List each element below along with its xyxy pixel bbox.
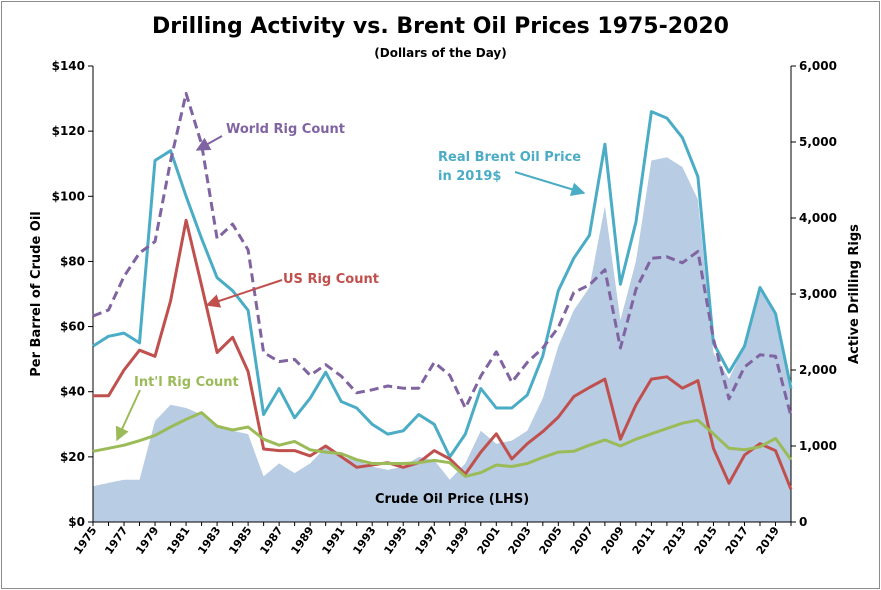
x-tick-label: 1981 bbox=[164, 524, 192, 557]
x-tick-label: 2001 bbox=[475, 524, 503, 557]
left-tick-label: $40 bbox=[60, 385, 85, 399]
x-tick-label: 1985 bbox=[226, 524, 254, 557]
annotation-real-brent-line1: Real Brent Oil Price bbox=[438, 150, 581, 165]
left-tick-label: $100 bbox=[52, 189, 85, 203]
annotation-arrow-world-rig-count bbox=[195, 135, 223, 151]
right-tick-label: 6,000 bbox=[799, 59, 837, 73]
annotation-intl-rig-count: Int'l Rig Count bbox=[134, 375, 239, 390]
series-area-crude-oil-price-lhs bbox=[93, 157, 791, 522]
left-tick-label: $20 bbox=[60, 450, 85, 464]
left-tick-label: $80 bbox=[60, 254, 85, 268]
left-tick-label: $0 bbox=[68, 515, 85, 529]
x-tick-label: 2017 bbox=[723, 524, 751, 557]
right-tick-label: 2,000 bbox=[799, 363, 837, 377]
x-tick-label: 2015 bbox=[692, 524, 720, 557]
y-axis-title-left: Per Barrel of Crude Oil bbox=[29, 211, 44, 377]
annotation-world-rig-count: World Rig Count bbox=[226, 122, 345, 137]
x-tick-label: 1995 bbox=[381, 524, 409, 557]
series-line-us-rig-count bbox=[93, 218, 793, 490]
x-tick-label: 1999 bbox=[444, 524, 472, 557]
x-tick-label: 1997 bbox=[412, 524, 440, 557]
left-tick-label: $120 bbox=[52, 124, 85, 138]
annotation-arrow-real-brent bbox=[514, 171, 586, 197]
series-line-world-rig-count bbox=[92, 91, 793, 417]
annotation-arrow-intl-rig-count bbox=[115, 389, 141, 442]
x-tick-label: 2013 bbox=[661, 524, 689, 557]
x-tick-label: 1983 bbox=[195, 524, 223, 557]
chart-subtitle: (Dollars of the Day) bbox=[374, 46, 507, 60]
x-tick-label: 2007 bbox=[568, 524, 596, 557]
x-tick-label: 2009 bbox=[599, 524, 627, 557]
x-tick-label: 2005 bbox=[537, 524, 565, 557]
x-tick-label: 2019 bbox=[754, 524, 782, 557]
series-line-int-l-rig-count bbox=[92, 411, 793, 478]
x-tick-label: 1991 bbox=[319, 524, 347, 557]
x-tick-label: 2003 bbox=[506, 524, 534, 557]
right-tick-label: 1,000 bbox=[799, 439, 837, 453]
right-tick-label: 5,000 bbox=[799, 135, 837, 149]
y-axis-title-right: Active Drilling Rigs bbox=[847, 224, 862, 364]
annotation-crude-oil-price: Crude Oil Price (LHS) bbox=[375, 492, 529, 507]
x-tick-label: 1977 bbox=[102, 524, 130, 557]
annotation-arrow-us-rig-count bbox=[205, 279, 283, 308]
annotation-us-rig-count: US Rig Count bbox=[283, 272, 379, 287]
x-tick-label: 2011 bbox=[630, 524, 658, 557]
x-tick-label: 1975 bbox=[71, 524, 99, 557]
chart-title: Drilling Activity vs. Brent Oil Prices 1… bbox=[152, 14, 729, 39]
right-tick-label: 0 bbox=[799, 515, 807, 529]
right-tick-label: 4,000 bbox=[799, 211, 837, 225]
series-line-real-brent-oil-price-in-2019 bbox=[92, 110, 793, 459]
right-tick-label: 3,000 bbox=[799, 287, 837, 301]
left-tick-label: $140 bbox=[52, 59, 85, 73]
x-tick-label: 1993 bbox=[350, 524, 378, 557]
x-tick-label: 1987 bbox=[257, 524, 285, 557]
x-tick-label: 1989 bbox=[288, 524, 316, 557]
x-tick-label: 1979 bbox=[133, 524, 161, 557]
left-tick-label: $60 bbox=[60, 320, 85, 334]
annotation-real-brent-line2: in 2019$ bbox=[438, 169, 501, 184]
